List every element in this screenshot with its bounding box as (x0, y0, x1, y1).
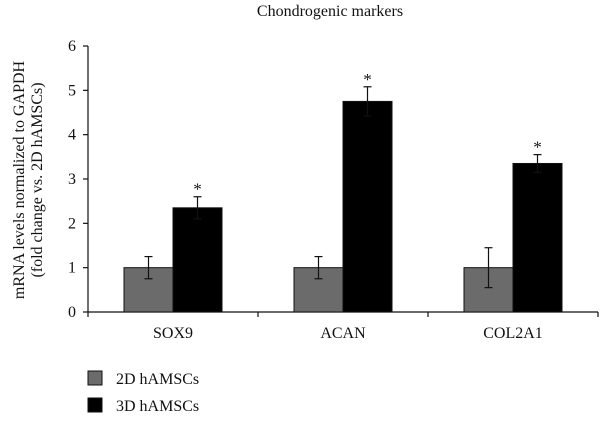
legend-label: 3D hAMSCs (116, 398, 199, 415)
x-tick-label: SOX9 (153, 325, 193, 342)
y-tick-label: 4 (68, 127, 76, 144)
y-tick-label: 6 (68, 38, 76, 55)
y-tick-label: 1 (68, 260, 76, 277)
x-tick-label: COL2A1 (483, 325, 543, 342)
chart-title: Chondrogenic markers (257, 3, 403, 20)
legend-label: 2D hAMSCs (116, 371, 199, 388)
significance-marker: * (363, 70, 372, 89)
y-tick-label: 0 (68, 304, 76, 321)
legend-swatch (87, 397, 103, 413)
bar-3d-col2a1 (512, 162, 563, 313)
y-tick-label: 5 (68, 82, 76, 99)
y-axis-label: mRNA levels normalized to GAPDH (fold ch… (11, 60, 46, 299)
significance-marker: * (533, 138, 542, 157)
y-tick-label: 2 (68, 215, 76, 232)
y-axis-label-line2: (fold change vs. 2D hAMSCs) (29, 82, 46, 277)
legend-swatch (87, 370, 103, 386)
legend: 2D hAMSCs 3D hAMSCs (87, 370, 199, 415)
significance-marker: * (193, 180, 202, 199)
bar-3d-acan (342, 100, 393, 313)
y-axis-label-line1: mRNA levels normalized to GAPDH (11, 60, 28, 299)
x-tick-label: ACAN (320, 325, 366, 342)
plot-area: 0 1 2 3 4 5 6 * SOX9 * ACAN * COL2A1 (68, 38, 599, 342)
bar-3d-sox9 (172, 207, 223, 313)
y-tick-label: 3 (68, 171, 76, 188)
